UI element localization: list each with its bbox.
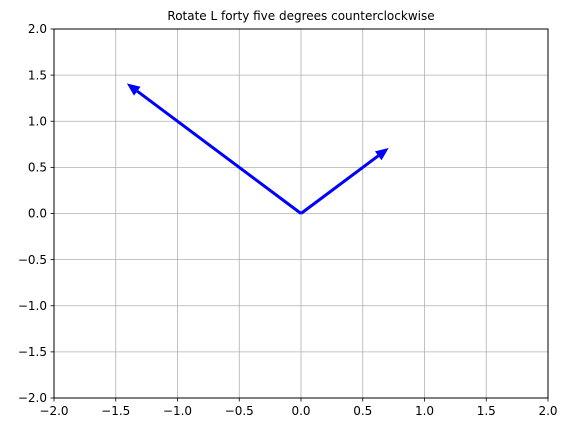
vector-head <box>126 83 141 96</box>
ticks: −2.0 −1.5 −1.0 −0.5 0.0 0.5 1.0 1.5 2.0 −2.0 −1.5 −… <box>18 22 558 418</box>
x-tick-label: −1.5 <box>101 404 130 418</box>
y-tick-label: 1.0 <box>28 114 47 128</box>
y-tick-label: −1.5 <box>18 345 47 359</box>
y-tick-label: 2.0 <box>28 22 47 36</box>
x-tick-label: −2.0 <box>39 404 68 418</box>
y-tick-label: 1.5 <box>28 68 47 82</box>
x-tick-label: 0.5 <box>353 404 372 418</box>
vector-head <box>374 148 389 161</box>
x-tick-label: −0.5 <box>225 404 254 418</box>
x-tick-label: −1.0 <box>163 404 192 418</box>
x-tick-label: 1.0 <box>415 404 434 418</box>
y-tick-label: 0.0 <box>28 207 47 221</box>
y-tick-label: −2.0 <box>18 391 47 405</box>
chart-title: Rotate L forty five degrees counterclock… <box>167 9 434 23</box>
y-tick-label: −0.5 <box>18 253 47 267</box>
y-tick-label: 0.5 <box>28 161 47 175</box>
vector-shaft <box>300 154 380 215</box>
vector-arrow-1 <box>300 148 389 215</box>
vectors <box>126 83 389 215</box>
vector-shaft <box>136 90 302 215</box>
y-tick-label: −1.0 <box>18 299 47 313</box>
x-tick-label: 2.0 <box>538 404 557 418</box>
vector-arrow-2 <box>126 83 302 215</box>
x-tick-label: 0.0 <box>291 404 310 418</box>
x-tick-label: 1.5 <box>477 404 496 418</box>
